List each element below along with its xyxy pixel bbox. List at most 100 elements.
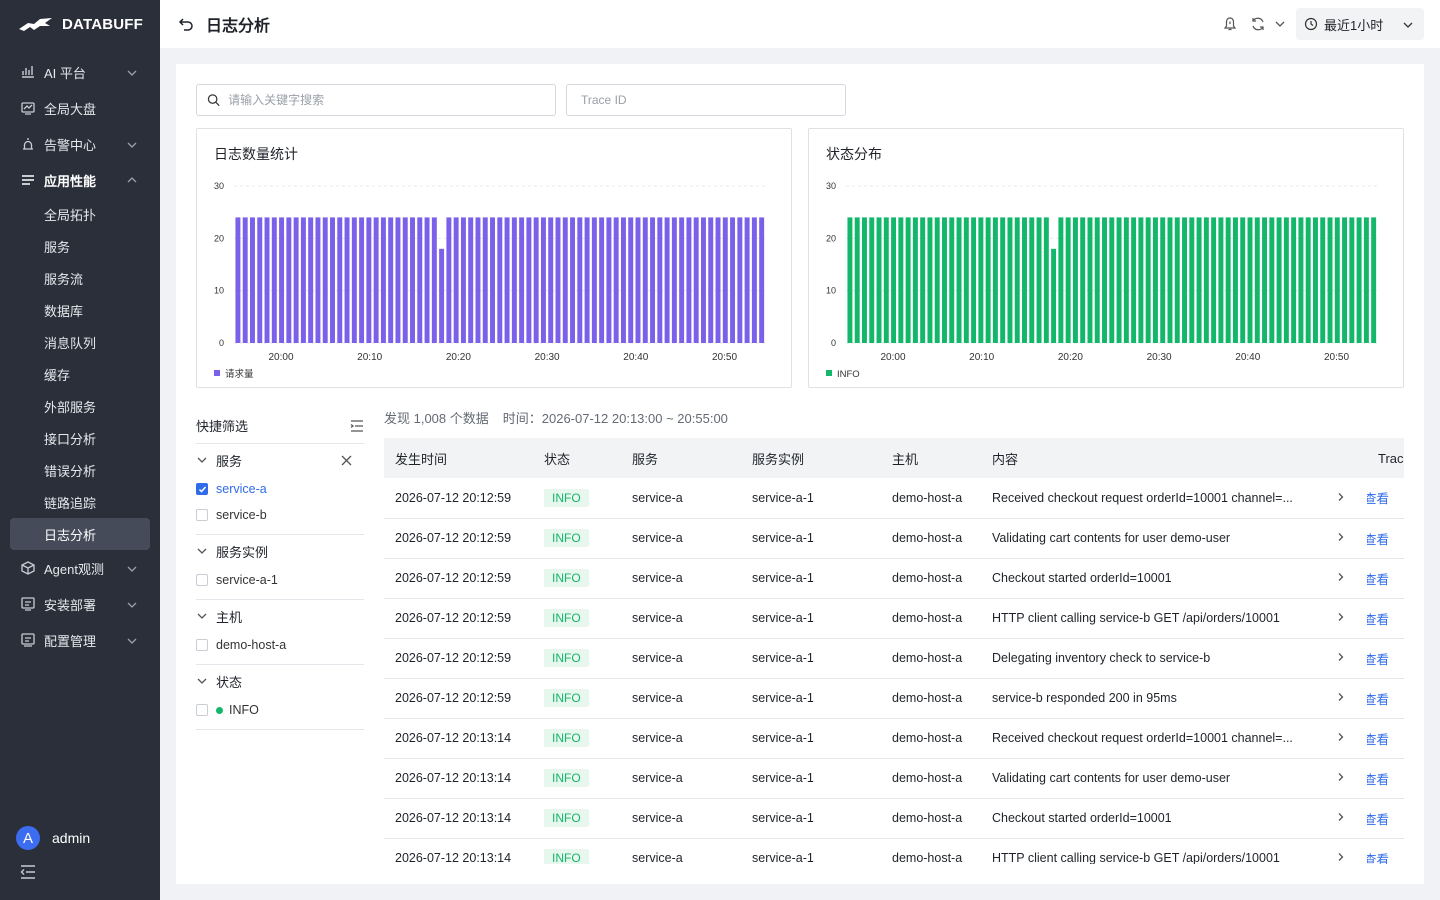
chart-bar[interactable]: [949, 217, 955, 343]
chart-bar[interactable]: [912, 217, 918, 343]
chart-bar[interactable]: [854, 217, 860, 343]
chart-bar[interactable]: [1102, 217, 1107, 343]
chart-bar[interactable]: [366, 217, 372, 343]
chart-bar[interactable]: [693, 217, 699, 343]
chart-bar[interactable]: [1320, 217, 1326, 343]
cell-trace[interactable]: 查看: [1367, 798, 1404, 839]
chart-bar[interactable]: [847, 217, 853, 343]
view-trace-link[interactable]: 查看: [1367, 852, 1390, 865]
chart-bar[interactable]: [330, 217, 335, 343]
chart-bar[interactable]: [1356, 217, 1362, 343]
chart-bar[interactable]: [1334, 217, 1340, 343]
checkbox[interactable]: [196, 574, 208, 586]
chevron-right-icon[interactable]: [1336, 531, 1346, 545]
sidebar-subitem[interactable]: 服务流: [44, 271, 84, 287]
chart-bar[interactable]: [1043, 217, 1049, 343]
chart-bar[interactable]: [264, 217, 270, 343]
trace-id-input[interactable]: [581, 93, 845, 107]
chart-bar[interactable]: [1131, 217, 1137, 343]
chevron-right-icon[interactable]: [1336, 491, 1346, 505]
chart-bar[interactable]: [1342, 217, 1348, 343]
filter-group-header[interactable]: 主机: [196, 600, 364, 632]
view-trace-link[interactable]: 查看: [1367, 572, 1390, 587]
chart-bar[interactable]: [1094, 217, 1100, 343]
chart-bar[interactable]: [1152, 217, 1158, 343]
cell-trace[interactable]: 查看: [1367, 758, 1404, 799]
sidebar-subitem[interactable]: 接口分析: [44, 431, 97, 447]
checkbox[interactable]: [196, 483, 208, 495]
keyword-search[interactable]: [196, 84, 556, 116]
chart-bar[interactable]: [606, 217, 612, 343]
chart-bar[interactable]: [424, 217, 430, 343]
chart-bar[interactable]: [351, 217, 357, 343]
chart-bar[interactable]: [395, 217, 401, 343]
chart-bar[interactable]: [555, 217, 561, 343]
checkbox[interactable]: [196, 704, 208, 716]
back-icon[interactable]: [178, 16, 194, 32]
chart-bar[interactable]: [308, 217, 314, 343]
chart-bar[interactable]: [1116, 217, 1122, 343]
chart-bar[interactable]: [715, 217, 721, 343]
chart-bar[interactable]: [971, 217, 977, 343]
chart-bar[interactable]: [1138, 217, 1144, 343]
chart-bar[interactable]: [744, 217, 750, 343]
chart-bar[interactable]: [504, 217, 510, 343]
chart-bar[interactable]: [730, 217, 736, 343]
chart-bar[interactable]: [380, 217, 386, 343]
chart-bar[interactable]: [388, 217, 394, 343]
chart-bar[interactable]: [700, 217, 706, 343]
chart-bar[interactable]: [708, 217, 714, 343]
view-trace-link[interactable]: 查看: [1367, 532, 1390, 547]
refresh-button[interactable]: [1250, 16, 1286, 32]
chart-bar[interactable]: [1000, 217, 1006, 343]
filter-settings-icon[interactable]: [350, 419, 364, 432]
chart-bar[interactable]: [1145, 217, 1151, 343]
chevron-right-icon[interactable]: [1336, 731, 1346, 745]
chart-bar[interactable]: [978, 217, 984, 343]
table-row[interactable]: 2026-07-12 20:12:59 INFO service-a service-…: [384, 678, 1404, 719]
chart-bar[interactable]: [577, 217, 583, 343]
chart-bar[interactable]: [620, 217, 626, 343]
legend-label[interactable]: 请求量: [225, 368, 254, 380]
chevron-right-icon[interactable]: [1336, 691, 1346, 705]
sidebar-subitem[interactable]: 链路追踪: [44, 495, 97, 511]
chart-bar[interactable]: [1036, 217, 1042, 343]
chart-bar[interactable]: [519, 217, 525, 343]
chevron-right-icon[interactable]: [1336, 651, 1346, 665]
chart-bar[interactable]: [1160, 217, 1166, 343]
chart-bar[interactable]: [562, 217, 568, 343]
sidebar-item-3[interactable]: 应用性能: [0, 162, 160, 198]
sidebar-item-6[interactable]: 配置管理: [0, 622, 160, 658]
chart-bar[interactable]: [584, 217, 590, 343]
chart-bar[interactable]: [475, 217, 481, 343]
user-profile[interactable]: A admin: [16, 826, 90, 850]
chart-bar[interactable]: [322, 217, 328, 343]
sidebar-subitem[interactable]: 缓存: [44, 367, 71, 383]
chart-bar[interactable]: [1312, 217, 1318, 343]
checkbox[interactable]: [196, 509, 208, 521]
expand-cell[interactable]: [1303, 758, 1367, 799]
chart-bar[interactable]: [1276, 217, 1282, 343]
chart-bar[interactable]: [1167, 217, 1173, 343]
chart-bar[interactable]: [657, 217, 663, 343]
chart-bar[interactable]: [1363, 217, 1369, 343]
chart-bar[interactable]: [1072, 217, 1078, 343]
chart-bar[interactable]: [344, 217, 350, 343]
chart-bar[interactable]: [642, 217, 648, 343]
chart-bar[interactable]: [410, 217, 415, 343]
view-trace-link[interactable]: 查看: [1367, 612, 1390, 627]
chart-bar[interactable]: [482, 217, 488, 343]
table-row[interactable]: 2026-07-12 20:12:59 INFO service-a service-…: [384, 638, 1404, 679]
chart-bar[interactable]: [1254, 217, 1260, 343]
chart-bar[interactable]: [235, 217, 241, 343]
chart-bar[interactable]: [359, 217, 365, 343]
chart-bar[interactable]: [920, 217, 926, 343]
chart-bar[interactable]: [992, 217, 998, 343]
sidebar-item-4[interactable]: Agent观测: [0, 550, 160, 586]
filter-option[interactable]: service-a-1: [196, 567, 364, 593]
cell-trace[interactable]: 查看: [1367, 478, 1404, 519]
sidebar-subitem[interactable]: 错误分析: [44, 463, 97, 479]
cell-trace[interactable]: 查看: [1367, 678, 1404, 719]
chart-bar[interactable]: [511, 217, 517, 343]
sidebar-subitem[interactable]: 消息队列: [44, 335, 97, 351]
